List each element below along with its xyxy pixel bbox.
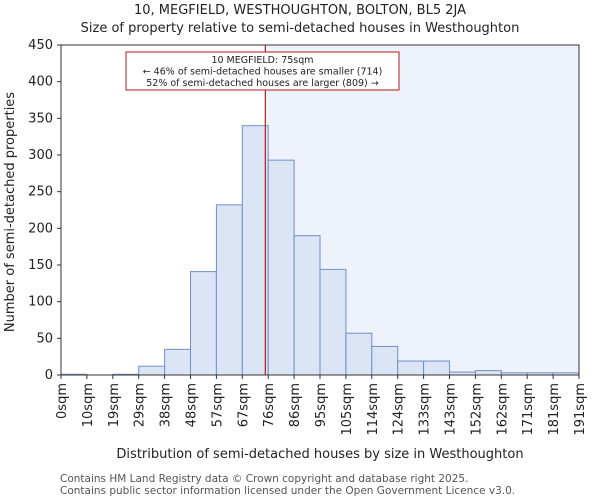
x-tick-label: 162sqm — [495, 383, 510, 436]
y-tick-label: 50 — [36, 331, 53, 346]
x-axis-label: Distribution of semi-detached houses by … — [116, 447, 523, 462]
x-tick-label: 29sqm — [133, 383, 148, 427]
x-tick-label: 114sqm — [366, 383, 381, 436]
bar-105sqm — [345, 332, 373, 376]
y-axis-label: Number of semi-detached properties — [3, 92, 18, 332]
bar-38sqm — [164, 348, 192, 376]
annotation-line-1: 10 MEGFIELD: 75sqm — [211, 55, 313, 66]
x-tick-label: 0sqm — [55, 383, 70, 419]
bar-57sqm — [215, 204, 243, 376]
y-tick-label: 0 — [45, 368, 53, 383]
y-tick-label: 100 — [28, 295, 53, 310]
y-tick-label: 250 — [28, 185, 53, 200]
bar-86sqm — [293, 235, 321, 376]
bar-48sqm — [190, 271, 217, 376]
y-tick-label: 450 — [28, 38, 53, 53]
x-tick-label: 152sqm — [469, 383, 484, 436]
bar-152sqm — [474, 370, 502, 376]
footer-copyright: Contains HM Land Registry data © Crown c… — [60, 473, 469, 485]
x-tick-label: 143sqm — [444, 383, 459, 436]
y-tick-label: 200 — [28, 221, 53, 236]
x-tick-label: 86sqm — [288, 383, 303, 427]
bar-114sqm — [371, 345, 399, 376]
bar-124sqm — [397, 360, 425, 376]
x-tick-label: 19sqm — [107, 383, 122, 427]
x-tick-label: 10sqm — [81, 383, 96, 427]
bar-95sqm — [319, 268, 347, 376]
bar-133sqm — [423, 360, 451, 376]
annotation-box — [125, 51, 400, 91]
y-tick-label: 300 — [28, 148, 53, 163]
footer-licence: Contains public sector information licen… — [60, 485, 516, 497]
x-tick-label: 67sqm — [236, 383, 251, 427]
x-tick-label: 191sqm — [573, 383, 588, 436]
chart-title: 10, MEGFIELD, WESTHOUGHTON, BOLTON, BL5 … — [133, 3, 467, 18]
x-tick-label: 171sqm — [521, 383, 536, 436]
x-tick-label: 48sqm — [185, 383, 200, 427]
bar-76sqm — [267, 159, 295, 376]
x-tick-label: 105sqm — [340, 383, 355, 436]
x-tick-label: 124sqm — [392, 383, 407, 436]
annotation-line-3: 52% of semi-detached houses are larger (… — [146, 78, 379, 89]
y-tick-label: 350 — [28, 111, 53, 126]
chart-subtitle: Size of property relative to semi-detach… — [80, 21, 520, 36]
y-tick-label: 150 — [28, 258, 53, 273]
x-tick-label: 76sqm — [262, 383, 277, 427]
x-tick-label: 95sqm — [314, 383, 329, 427]
bar-67sqm — [241, 125, 269, 376]
x-tick-label: 38sqm — [159, 383, 174, 427]
y-tick-label: 400 — [28, 75, 53, 90]
x-tick-label: 57sqm — [210, 383, 225, 427]
x-tick-label: 133sqm — [418, 383, 433, 436]
x-tick-label: 181sqm — [547, 383, 562, 436]
annotation-line-2: ← 46% of semi-detached houses are smalle… — [143, 67, 383, 78]
bar-29sqm — [138, 365, 166, 376]
